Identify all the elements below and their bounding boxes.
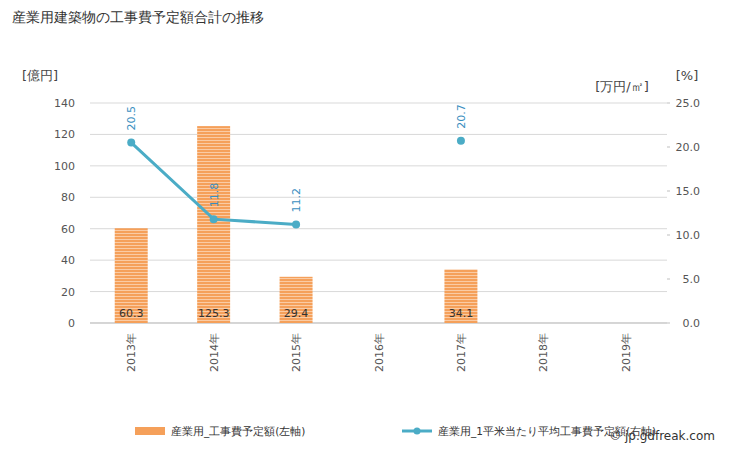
x-tick-label: 2016年: [373, 333, 386, 372]
y2-tick: [667, 103, 670, 104]
y-tick-label: 140: [54, 97, 75, 110]
y-tick-label: 80: [61, 191, 75, 204]
bar: [197, 126, 230, 323]
bar-data-label: 29.4: [284, 307, 309, 320]
grid-line: [90, 323, 667, 324]
x-tick-label: 2019年: [620, 333, 633, 372]
bar: [444, 269, 477, 323]
bar: [280, 277, 313, 323]
grid-line: [90, 165, 667, 166]
legend-marker: [414, 428, 421, 435]
bar-data-label: 125.3: [198, 307, 230, 320]
y2-tick-label: 25.0: [676, 97, 701, 110]
line-marker: [292, 220, 300, 228]
x-tick-label: 2017年: [455, 333, 468, 372]
y-tick-label: 120: [54, 128, 75, 141]
grid-line: [90, 103, 667, 104]
y-tick-label: 20: [61, 286, 75, 299]
y-tick-label: 0: [68, 317, 75, 330]
line-marker: [127, 139, 135, 147]
line-marker: [210, 215, 218, 223]
line-data-label: 20.7: [455, 104, 468, 129]
y2-unit-label: [%]: [676, 68, 699, 83]
line-data-label: 20.5: [125, 106, 138, 131]
y2-tick: [667, 323, 670, 324]
line-data-label: 11.2: [290, 188, 303, 213]
chart: 産業用建築物の工事費予定額合計の推移 [億円] [万円/㎡] [%] 0 20 40 60 80…: [0, 0, 729, 450]
y2-tick-label: 0.0: [683, 317, 701, 330]
legend-swatch: [135, 427, 165, 435]
y2-axis-label: [万円/㎡]: [595, 79, 649, 94]
y2-tick-label: 10.0: [676, 229, 701, 242]
x-axis: [90, 323, 667, 324]
marks: [115, 126, 478, 323]
bar: [115, 228, 148, 323]
source-note: © jp.gdfreak.com: [609, 429, 715, 443]
grid-line: [90, 197, 667, 198]
grid-line: [90, 291, 667, 292]
y-tick-label: 100: [54, 160, 75, 173]
line-data-label: 11.8: [208, 183, 221, 208]
x-tick-label: 2018年: [537, 333, 550, 372]
line-marker: [457, 137, 465, 145]
legend: 産業用_工事費予定額(左軸)産業用_1平米当たり平均工事費予定額(右軸): [135, 425, 656, 438]
x-tick-label: 2015年: [290, 333, 303, 372]
y2-tick-label: 5.0: [683, 273, 701, 286]
grid-line: [90, 260, 667, 261]
grid-line: [90, 228, 667, 229]
grid-line: [90, 134, 667, 135]
bar-data-label: 34.1: [449, 307, 474, 320]
y2-tick: [667, 147, 670, 148]
y2-tick: [667, 279, 670, 280]
y2-tick-label: 15.0: [676, 185, 701, 198]
y-tick-label: 60: [61, 223, 75, 236]
title: 産業用建築物の工事費予定額合計の推移: [12, 9, 264, 25]
y2-tick: [667, 191, 670, 192]
y-axis-label: [億円]: [22, 68, 58, 83]
line: [131, 141, 461, 225]
data-labels: 60.3 125.3 29.4 34.1 20.5 11.8 11.2 20.7: [119, 104, 473, 320]
bar-data-label: 60.3: [119, 307, 144, 320]
y2-tick: [667, 235, 670, 236]
y2-tick-label: 20.0: [676, 141, 701, 154]
x-tick-label: 2014年: [208, 333, 221, 372]
y-tick-label: 40: [61, 254, 75, 267]
x-tick-label: 2013年: [125, 333, 138, 372]
legend-label: 産業用_工事費予定額(左軸): [171, 425, 305, 438]
